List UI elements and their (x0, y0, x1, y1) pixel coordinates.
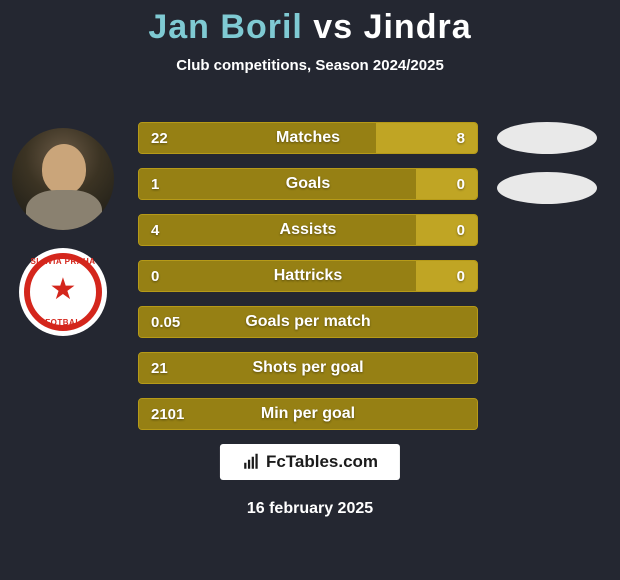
stat-value-right: 0 (457, 261, 465, 291)
stat-bar: 228Matches (138, 122, 478, 154)
stat-bar-left-segment (139, 307, 477, 337)
site-badge: FcTables.com (220, 444, 400, 480)
club-badge-top-text: SLAVIA PRAHA (30, 257, 95, 266)
stat-value-left: 0.05 (151, 307, 180, 337)
stat-value-right: 0 (457, 215, 465, 245)
stat-bar: 40Assists (138, 214, 478, 246)
player1-avatar (12, 128, 114, 230)
stat-value-left: 22 (151, 123, 168, 153)
stat-value-left: 4 (151, 215, 159, 245)
comparison-title: Jan Boril vs Jindra (0, 0, 620, 47)
stat-value-left: 2101 (151, 399, 184, 429)
chart-icon (242, 453, 260, 471)
stat-bar-left-segment (139, 399, 477, 429)
site-name: FcTables.com (266, 452, 378, 472)
player2-name: Jindra (364, 8, 472, 46)
stat-bar-left-segment (139, 123, 376, 153)
stat-bar-right-segment (416, 261, 477, 291)
club-badge-bottom-text: FOTBAL (45, 318, 80, 327)
stat-value-left: 1 (151, 169, 159, 199)
stat-bar-right-segment (416, 215, 477, 245)
stat-bars: 228Matches10Goals40Assists00Hattricks0.0… (138, 122, 478, 430)
player2-column (492, 122, 602, 204)
subtitle: Club competitions, Season 2024/2025 (0, 57, 620, 74)
stat-bar: 2101Min per goal (138, 398, 478, 430)
stat-bar: 0.05Goals per match (138, 306, 478, 338)
stat-value-right: 8 (457, 123, 465, 153)
stat-bar-right-segment (416, 169, 477, 199)
stat-value-right: 0 (457, 169, 465, 199)
player1-name: Jan Boril (148, 8, 302, 46)
stat-bar: 00Hattricks (138, 260, 478, 292)
stat-bar: 10Goals (138, 168, 478, 200)
footer-date: 16 february 2025 (0, 500, 620, 518)
club-badge-star-icon: ★ (50, 275, 77, 305)
stat-bar: 21Shots per goal (138, 352, 478, 384)
player1-column: SLAVIA PRAHA ★ FOTBAL (8, 128, 118, 336)
player2-club-placeholder (497, 172, 597, 204)
vs-text: vs (313, 8, 353, 46)
player2-avatar-placeholder (497, 122, 597, 154)
stat-value-left: 0 (151, 261, 159, 291)
stat-bar-left-segment (139, 353, 477, 383)
stat-value-left: 21 (151, 353, 168, 383)
player1-club-badge: SLAVIA PRAHA ★ FOTBAL (19, 248, 107, 336)
